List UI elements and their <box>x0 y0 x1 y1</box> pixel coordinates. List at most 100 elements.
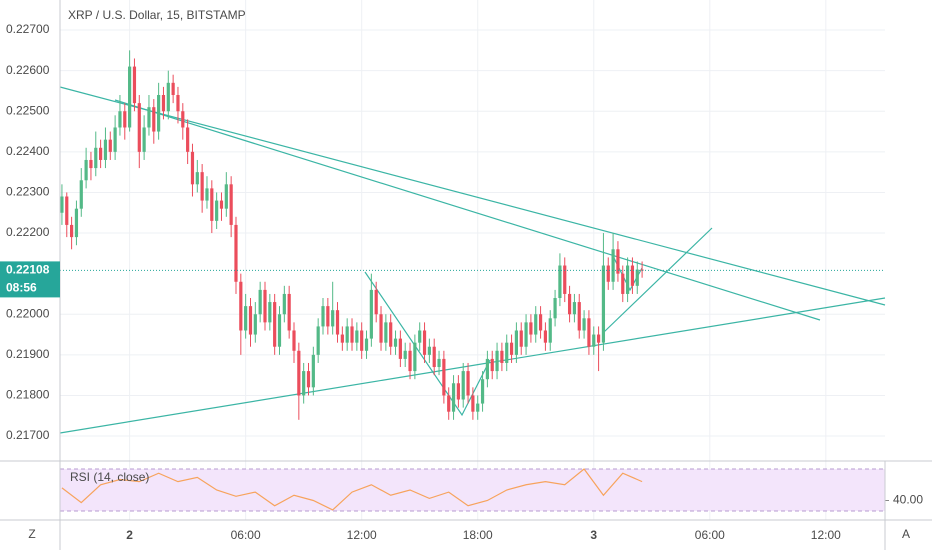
candle-body <box>263 289 267 323</box>
y-tick-label: 0.22600 <box>6 63 50 77</box>
candle-body <box>161 95 166 112</box>
candle-body <box>476 403 480 412</box>
candle-body <box>601 265 606 343</box>
rsi-line <box>61 468 643 511</box>
candle-body <box>621 273 625 294</box>
candle-body <box>398 338 402 359</box>
candle-body <box>364 338 369 351</box>
y-tick-label: 0.22400 <box>6 144 50 158</box>
candle-body <box>635 269 639 286</box>
candle-body <box>166 82 170 112</box>
button[interactable]: Z <box>28 527 35 541</box>
candle-body <box>587 318 591 347</box>
candle-body <box>292 330 296 351</box>
candle-body <box>287 293 291 331</box>
candle-body <box>471 395 475 412</box>
trend-lines <box>59 86 886 434</box>
candle-body <box>389 322 393 347</box>
candle-body <box>442 358 446 396</box>
candle-body <box>248 306 253 335</box>
candle-body <box>534 314 538 335</box>
candle-body <box>379 314 383 343</box>
candle-body <box>60 196 64 213</box>
trend-line <box>603 227 713 333</box>
trend-line <box>59 86 886 306</box>
candle-body <box>190 151 195 185</box>
last-price-label: 0.22108 <box>6 263 50 277</box>
y-tick-label: 0.22000 <box>6 306 50 320</box>
candle-body <box>427 346 431 355</box>
candle-body <box>509 342 514 355</box>
trend-line <box>364 271 491 417</box>
candle-body <box>74 208 79 238</box>
candle-body <box>447 395 451 412</box>
candle-body <box>625 265 630 294</box>
candle-body <box>79 180 83 209</box>
candle-body <box>582 318 586 331</box>
candle-body <box>219 200 224 209</box>
y-tick-label: 0.21700 <box>6 428 50 442</box>
candle-body <box>413 342 417 372</box>
candle-body <box>224 184 228 209</box>
candle-body <box>244 306 248 331</box>
candle-body <box>306 371 311 388</box>
candle-body <box>123 111 127 128</box>
y-tick-label: 0.21800 <box>6 388 50 402</box>
candle-body <box>137 103 141 152</box>
last-price-tag <box>0 261 60 298</box>
rsi-pane: 40.00 <box>60 468 923 512</box>
candle-body <box>606 265 610 282</box>
x-tick-label: 06:00 <box>695 528 725 542</box>
candle-body <box>422 330 427 355</box>
candle-body <box>495 350 499 372</box>
candle-body <box>99 147 103 160</box>
button[interactable]: A <box>902 527 910 541</box>
candle-body <box>577 302 581 331</box>
candle-body <box>297 350 301 396</box>
candle-body <box>519 330 523 347</box>
candle-body <box>128 66 132 128</box>
y-tick-label: 0.22700 <box>6 22 50 36</box>
x-tick-label: 2 <box>126 528 133 542</box>
candle-body <box>70 224 74 238</box>
candle-body <box>466 371 470 396</box>
x-tick-label: 3 <box>590 528 597 542</box>
candle-body <box>205 188 209 201</box>
y-tick-label: 0.22300 <box>6 185 50 199</box>
candle-body <box>461 371 465 400</box>
candle-body <box>418 330 422 343</box>
x-tick-label: 12:00 <box>347 528 377 542</box>
candles <box>60 50 644 420</box>
candle-body <box>326 306 330 327</box>
candle-body <box>282 293 286 315</box>
candle-body <box>432 346 436 368</box>
candle-body <box>340 334 344 343</box>
axes: 0.22700 0.22600 0.22500 0.22400 0.22300 0.222… <box>0 22 841 542</box>
candle-body <box>113 127 117 152</box>
candle-body <box>253 314 257 335</box>
candle-body <box>302 371 306 396</box>
candle-body <box>195 172 199 185</box>
candle-body <box>215 200 219 221</box>
candle-body <box>186 127 190 152</box>
countdown: 08:56 <box>6 281 37 295</box>
candle-body <box>611 249 615 282</box>
candle-body <box>152 107 156 132</box>
candle-body <box>234 224 238 282</box>
x-tick-label: 18:00 <box>463 528 493 542</box>
candle-body <box>480 379 485 404</box>
candle-body <box>94 147 98 169</box>
candle-body <box>157 95 161 132</box>
rsi-tick-label: 40.00 <box>893 493 923 507</box>
candle-body <box>181 111 185 128</box>
candle-body <box>505 342 509 363</box>
rsi-label: RSI (14, close) <box>70 470 149 484</box>
candle-body <box>335 310 340 335</box>
candle-body <box>384 322 388 343</box>
candle-body <box>108 139 112 152</box>
candle-body <box>596 334 601 343</box>
candle-body <box>538 314 543 331</box>
candle-body <box>630 265 635 286</box>
